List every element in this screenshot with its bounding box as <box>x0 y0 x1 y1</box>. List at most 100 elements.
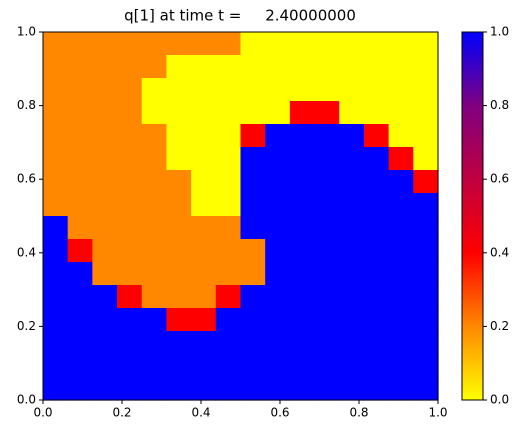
cell <box>92 354 118 378</box>
cell <box>191 32 217 56</box>
cell <box>166 78 192 102</box>
cell <box>363 193 390 217</box>
cell <box>314 170 340 194</box>
cell <box>289 377 316 401</box>
cell <box>363 331 390 355</box>
cell <box>240 285 266 309</box>
cell <box>289 32 316 56</box>
cell <box>413 32 439 56</box>
cell <box>117 285 143 309</box>
cell <box>43 78 69 102</box>
cell <box>388 101 414 125</box>
x-tick-label: 0.4 <box>191 406 210 420</box>
y-tick-label: 0.4 <box>17 245 36 259</box>
cell <box>339 354 365 378</box>
cell <box>117 308 143 332</box>
cell <box>67 331 93 355</box>
cell <box>43 377 69 401</box>
cell <box>67 216 93 240</box>
cell <box>215 377 242 401</box>
cell <box>191 377 217 401</box>
cell <box>339 170 365 194</box>
cell <box>43 55 69 79</box>
cell <box>413 216 439 240</box>
cell <box>191 170 217 194</box>
cell <box>215 170 242 194</box>
cell <box>43 124 69 148</box>
cell <box>215 216 242 240</box>
cell <box>289 101 316 125</box>
cell <box>289 308 316 332</box>
cell <box>240 239 266 263</box>
cell <box>92 55 118 79</box>
colorbar-tick-label: 0.4 <box>490 245 509 259</box>
cell <box>166 193 192 217</box>
cell <box>240 216 266 240</box>
cell <box>141 32 168 56</box>
cell <box>240 262 266 286</box>
cell <box>215 32 242 56</box>
cell <box>339 331 365 355</box>
cell <box>363 285 390 309</box>
cell <box>43 308 69 332</box>
cell <box>289 285 316 309</box>
cell <box>314 308 340 332</box>
cell <box>67 124 93 148</box>
cell <box>240 170 266 194</box>
colorbar-tick-label: 0.8 <box>490 98 509 112</box>
cell <box>166 147 192 171</box>
cell <box>166 285 192 309</box>
cell <box>265 377 291 401</box>
cell <box>215 308 242 332</box>
cell <box>289 78 316 102</box>
cell <box>388 78 414 102</box>
cell <box>388 32 414 56</box>
cell <box>339 124 365 148</box>
cell <box>240 101 266 125</box>
cell <box>43 32 69 56</box>
cell <box>240 124 266 148</box>
cell <box>215 147 242 171</box>
cell <box>191 55 217 79</box>
cell <box>289 124 316 148</box>
cell <box>314 239 340 263</box>
cell <box>363 377 390 401</box>
cell <box>314 124 340 148</box>
cell <box>215 354 242 378</box>
cell <box>43 354 69 378</box>
cell <box>289 331 316 355</box>
cell <box>117 262 143 286</box>
cell <box>314 193 340 217</box>
cell <box>43 170 69 194</box>
cell <box>265 147 291 171</box>
plot-frame <box>42 31 439 401</box>
cell <box>314 262 340 286</box>
cell <box>314 101 340 125</box>
cell <box>289 354 316 378</box>
cell <box>388 308 414 332</box>
cell <box>363 55 390 79</box>
cell <box>166 354 192 378</box>
cell <box>92 170 118 194</box>
cell <box>314 32 340 56</box>
cell <box>388 354 414 378</box>
cell <box>141 377 168 401</box>
cell <box>413 239 439 263</box>
cell <box>388 147 414 171</box>
cell <box>191 147 217 171</box>
cell <box>215 331 242 355</box>
cell <box>289 262 316 286</box>
cell <box>413 55 439 79</box>
cell <box>191 78 217 102</box>
cell <box>141 216 168 240</box>
cell <box>388 262 414 286</box>
cell <box>191 239 217 263</box>
colorbar-tick-label: 0.6 <box>490 172 509 186</box>
cell <box>117 32 143 56</box>
cell <box>92 32 118 56</box>
cell <box>166 331 192 355</box>
cell <box>215 262 242 286</box>
cell <box>92 216 118 240</box>
cell <box>215 101 242 125</box>
cell <box>240 78 266 102</box>
